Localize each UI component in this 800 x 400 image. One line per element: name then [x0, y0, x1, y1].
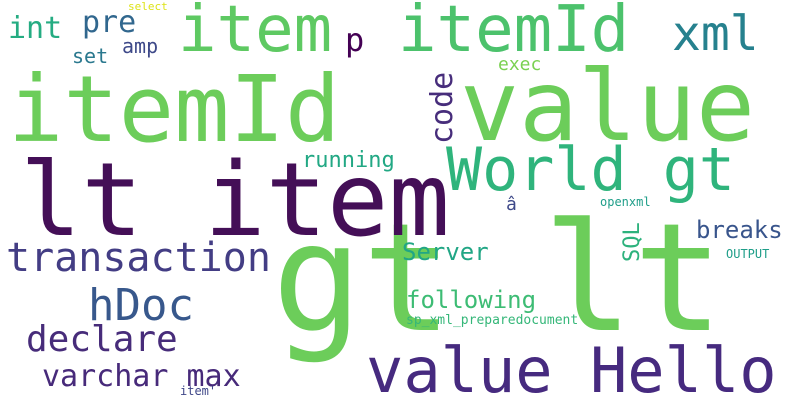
word-openxml: openxml — [600, 196, 651, 208]
word-select: select — [128, 1, 168, 12]
word-transaction: transaction — [6, 238, 271, 278]
word-a-circumflex: â — [506, 196, 517, 214]
word-running: running — [302, 150, 395, 172]
word-exec: exec — [498, 56, 541, 74]
word-value-hello: value Hello — [366, 340, 777, 400]
word-output: OUTPUT — [726, 248, 769, 260]
word-amp: amp — [122, 36, 158, 56]
word-code: code — [428, 72, 458, 144]
word-following: following — [406, 288, 536, 312]
word-sp-xml-preparedocument: sp_xml_preparedocument — [406, 314, 578, 327]
word-world-gt: World gt — [446, 140, 735, 200]
word-declare: declare — [26, 322, 178, 358]
word-breaks: breaks — [696, 218, 783, 242]
word-sql: SQL — [622, 222, 644, 262]
word-server: Server — [402, 240, 489, 264]
word-item-quote: item' — [180, 385, 216, 397]
word-itemid-top: itemId — [398, 0, 629, 62]
word-xml: xml — [672, 10, 759, 58]
word-p: p — [345, 24, 364, 56]
word-int: int — [8, 14, 62, 44]
word-item: item — [178, 0, 332, 62]
word-set: set — [72, 46, 108, 66]
